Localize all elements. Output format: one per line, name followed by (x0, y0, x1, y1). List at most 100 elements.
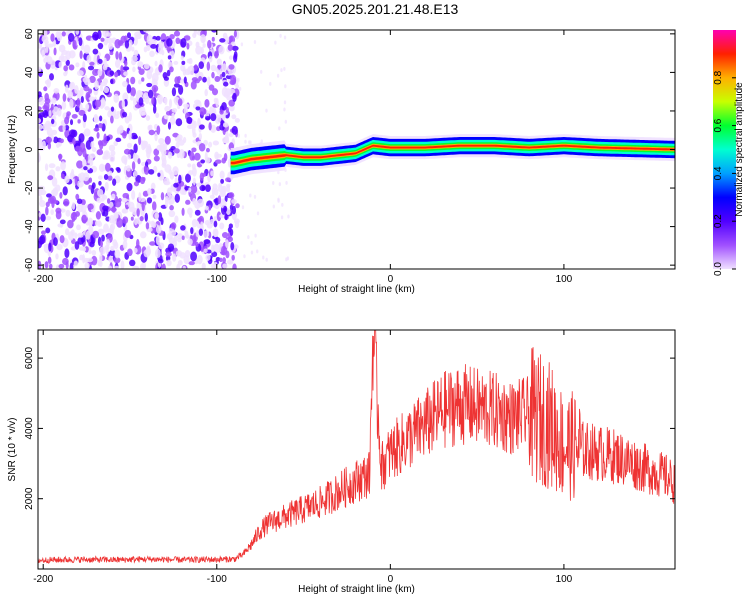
noise-blob (83, 166, 88, 171)
noise-blob (78, 133, 85, 143)
noise-blob (48, 163, 56, 169)
noise-blob (230, 242, 235, 251)
noise-blob (221, 231, 229, 239)
noise-blob (243, 254, 246, 259)
noise-blob (126, 142, 133, 149)
noise-blob (168, 210, 176, 218)
noise-blob (79, 254, 84, 261)
noise-blob (183, 255, 190, 265)
noise-blob (146, 82, 153, 88)
noise-blob (89, 61, 95, 66)
noise-blob (225, 177, 231, 183)
noise-blob (151, 221, 157, 228)
noise-blob (50, 33, 55, 42)
noise-blob (202, 43, 206, 48)
noise-blob (108, 201, 114, 209)
noise-blob (272, 180, 275, 185)
noise-blob (133, 97, 137, 106)
noise-blob (110, 150, 116, 157)
noise-blob (122, 92, 129, 102)
noise-blob (222, 263, 228, 269)
noise-blob (231, 199, 237, 204)
noise-blob (38, 139, 43, 149)
noise-blob (283, 66, 286, 71)
noise-blob (256, 211, 260, 216)
noise-blob (164, 105, 171, 112)
snr-x-tick-label: -200 (33, 574, 53, 585)
noise-blob (178, 139, 185, 146)
noise-blob (130, 87, 136, 97)
noise-blob (104, 106, 110, 111)
noise-blob (186, 116, 193, 124)
noise-blob (226, 185, 231, 193)
noise-blob (208, 84, 215, 91)
noise-blob (125, 204, 129, 210)
noise-blob (228, 132, 234, 138)
noise-blob (131, 189, 136, 200)
noise-blob (164, 198, 169, 208)
noise-blob (62, 124, 66, 133)
noise-blob (45, 43, 49, 54)
noise-blob (172, 253, 177, 262)
noise-blob (117, 126, 124, 134)
noise-blob (139, 231, 147, 239)
noise-blob (60, 173, 65, 179)
noise-blob (136, 208, 140, 217)
noise-blob (286, 256, 290, 261)
noise-blob (97, 42, 104, 50)
spectrogram-y-tick-label: 40 (24, 66, 35, 78)
noise-blob (193, 120, 197, 129)
noise-blob (48, 242, 52, 252)
noise-blob (200, 247, 205, 252)
noise-blob (174, 76, 180, 84)
noise-blob (193, 30, 197, 36)
noise-blob (143, 165, 148, 172)
noise-blob (44, 163, 49, 171)
noise-blob (173, 60, 179, 65)
noise-blob (53, 237, 58, 247)
noise-blob (62, 186, 68, 196)
noise-blob (64, 84, 69, 94)
spectrogram-y-tick-label: 60 (24, 28, 35, 40)
noise-blob (103, 133, 107, 143)
noise-blob (73, 260, 78, 267)
noise-blob (215, 153, 223, 158)
noise-blob (188, 261, 195, 266)
noise-blob (213, 243, 220, 254)
noise-blob (214, 114, 222, 124)
noise-blob (124, 229, 132, 238)
noise-blob (93, 55, 98, 66)
noise-blob (205, 147, 210, 153)
noise-blob (65, 209, 71, 217)
noise-blob (227, 158, 232, 168)
noise-blob (82, 158, 87, 167)
noise-blob (69, 262, 74, 269)
noise-blob (190, 80, 197, 90)
noise-blob (233, 30, 237, 38)
noise-blob (204, 116, 211, 121)
noise-blob (103, 223, 109, 233)
noise-blob (191, 147, 197, 153)
noise-blob (158, 137, 165, 145)
noise-blob (150, 43, 157, 49)
noise-blob (177, 98, 183, 107)
noise-blob (231, 254, 235, 261)
noise-blob (39, 46, 47, 56)
noise-blob (181, 60, 186, 65)
noise-blob (55, 166, 61, 172)
noise-blob (221, 86, 228, 97)
noise-blob (122, 131, 127, 139)
noise-blob (223, 35, 230, 45)
noise-blob (50, 97, 57, 104)
noise-blob (166, 259, 172, 267)
noise-blob (151, 96, 155, 105)
noise-blob (113, 241, 119, 250)
noise-blob (44, 261, 49, 269)
noise-blob (121, 111, 128, 118)
noise-blob (238, 86, 242, 91)
noise-blob (76, 98, 81, 108)
noise-blob (68, 64, 75, 71)
noise-blob (214, 75, 221, 82)
noise-blob (110, 78, 114, 84)
noise-blob (272, 204, 276, 209)
